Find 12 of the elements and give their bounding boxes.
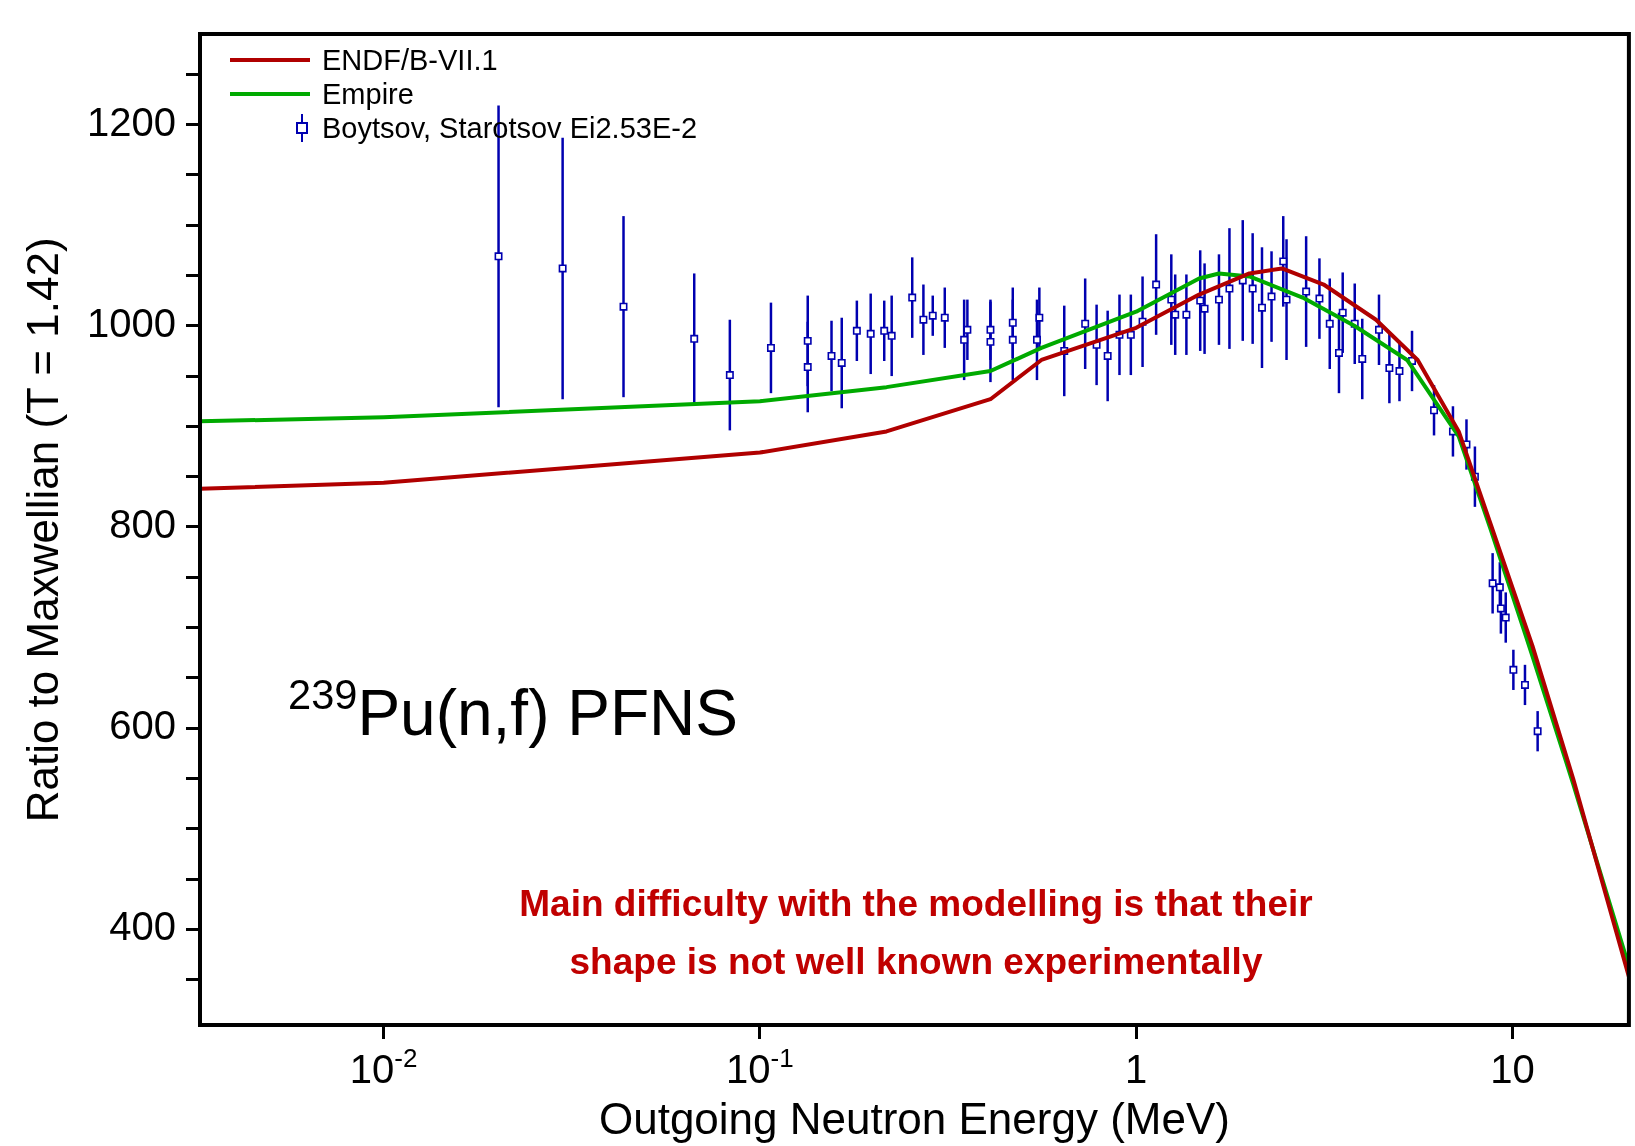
legend-label: Empire (322, 78, 414, 110)
y-tick-label: 400 (109, 904, 176, 949)
y-tick-label: 1200 (87, 99, 176, 144)
x-tick-label: 1 (1125, 1047, 1148, 1091)
annotation: Main difficulty with the modelling is that their shape is not well known experimentally (519, 883, 1313, 982)
y-tick-label: 1000 (87, 300, 176, 345)
y-tick-label: 800 (109, 502, 176, 547)
x-tick-label: 10 (1490, 1047, 1535, 1091)
y-tick-label: 600 (109, 703, 176, 748)
x-axis-title: Outgoing Neutron Energy (MeV) (598, 1094, 1230, 1143)
legend-label: ENDF/B-VII.1 (322, 44, 498, 76)
y-axis-title: Ratio to Maxwellian (T = 1.42) (18, 237, 67, 823)
